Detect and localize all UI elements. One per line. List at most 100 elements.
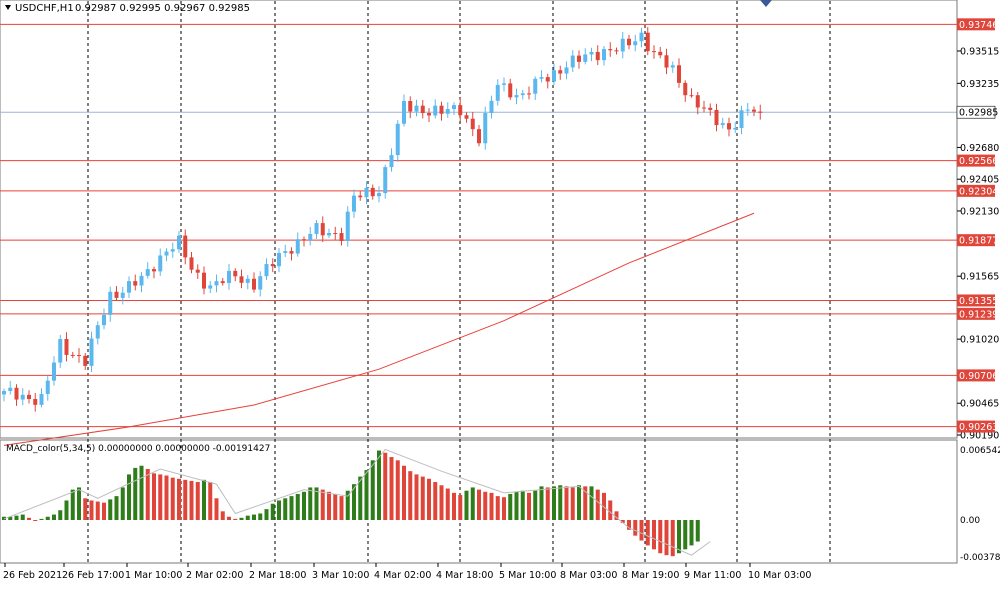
macd-bar — [452, 492, 456, 520]
price-tick-label: 0.93515 — [960, 47, 999, 58]
macd-bar — [83, 498, 88, 520]
macd-bar — [114, 496, 119, 520]
macd-bar — [139, 465, 144, 520]
main-pane[interactable] — [0, 0, 958, 439]
candle-body — [720, 123, 725, 126]
macd-bar — [458, 495, 463, 520]
level-label: 0.92566 — [959, 156, 998, 167]
macd-bar — [95, 501, 100, 520]
candle-body — [577, 55, 581, 62]
candlesticks — [2, 26, 763, 412]
macd-bar — [352, 484, 356, 520]
macd-bar — [133, 467, 138, 520]
candle-body — [564, 67, 569, 74]
macd-bar — [389, 457, 394, 520]
time-tick-label: 4 Mar 18:00 — [436, 570, 493, 581]
macd-bar — [364, 470, 369, 520]
macd-bar — [645, 520, 650, 546]
price-tick-label: 0.92130 — [960, 206, 999, 217]
candle-body — [533, 78, 538, 94]
level-label: 0.90263 — [959, 422, 998, 433]
candle-body — [614, 50, 619, 52]
candle-body — [183, 235, 188, 258]
macd-bar — [245, 515, 250, 520]
candle-body — [302, 239, 306, 241]
candle-body — [370, 187, 375, 197]
price-tick-label: 0.91565 — [960, 272, 999, 283]
candle-body — [214, 281, 219, 286]
candle-body — [227, 270, 231, 284]
macd-histogram — [2, 450, 700, 557]
level-label-box — [957, 307, 995, 320]
candle-body — [208, 285, 213, 289]
candle-body — [333, 232, 338, 234]
candle-body — [652, 51, 656, 53]
macd-bar — [70, 489, 75, 520]
level-label-box — [957, 184, 995, 197]
candle-body — [395, 123, 400, 156]
macd-bar — [14, 515, 19, 520]
macd-bar — [652, 520, 656, 550]
macd-bar — [270, 503, 275, 520]
candle-body — [645, 32, 650, 52]
macd-bar — [289, 496, 294, 520]
candle-body — [670, 65, 675, 68]
level-label-box — [957, 369, 995, 382]
macd-bar — [58, 510, 63, 520]
level-label: 0.93746 — [959, 20, 998, 31]
level-label-box — [957, 420, 995, 433]
macd-bar — [45, 516, 50, 520]
macd-bar — [577, 485, 581, 520]
macd-bar — [39, 518, 44, 520]
candle-body — [377, 193, 381, 197]
macd-bar — [395, 460, 400, 520]
macd-bar — [664, 520, 669, 556]
macd-bar — [358, 476, 363, 520]
macd-bar — [402, 465, 406, 520]
candle-body — [8, 387, 13, 391]
macd-bar — [383, 452, 388, 520]
candle-body — [739, 110, 744, 129]
macd-bar — [545, 487, 550, 520]
dropdown-triangle-icon[interactable] — [5, 5, 11, 10]
candle-body — [470, 118, 475, 130]
candle-body — [320, 223, 325, 236]
candle-body — [64, 339, 69, 355]
candle-body — [695, 95, 700, 108]
candle-body — [677, 65, 681, 83]
candle-body — [589, 51, 594, 55]
candle-body — [195, 269, 200, 273]
candle-body — [70, 354, 75, 356]
macd-bar — [220, 511, 225, 520]
macd-bar — [164, 475, 169, 520]
candle-body — [527, 93, 531, 95]
shift-marker-icon[interactable] — [760, 0, 772, 7]
macd-bar — [158, 474, 163, 520]
candle-body — [514, 95, 519, 98]
macd-bar — [20, 514, 25, 520]
macd-bar — [602, 492, 606, 520]
candle-body — [558, 70, 563, 74]
macd-bar — [127, 474, 131, 520]
macd-bar — [533, 490, 538, 520]
macd-bar — [333, 493, 338, 520]
macd-bar — [427, 478, 431, 520]
level-lines[interactable] — [0, 23, 957, 428]
price-tick-label: 0.93235 — [960, 79, 999, 90]
candle-body — [452, 105, 456, 110]
macd-bar — [283, 498, 288, 520]
candle-body — [714, 109, 719, 126]
macd-bar — [277, 500, 281, 520]
macd-label: MACD_color(5,34,5) 0.00000000 0.00000000… — [6, 444, 270, 454]
candle-body — [127, 281, 131, 293]
macd-bar — [502, 497, 506, 520]
candle-body — [258, 276, 263, 290]
candle-body — [414, 105, 419, 112]
candle-body — [120, 292, 125, 298]
symbol-label: USDCHF,H1 — [15, 3, 74, 14]
candle-body — [33, 398, 38, 405]
price-tick-label: 0.92680 — [960, 143, 999, 154]
macd-bar — [439, 485, 444, 520]
